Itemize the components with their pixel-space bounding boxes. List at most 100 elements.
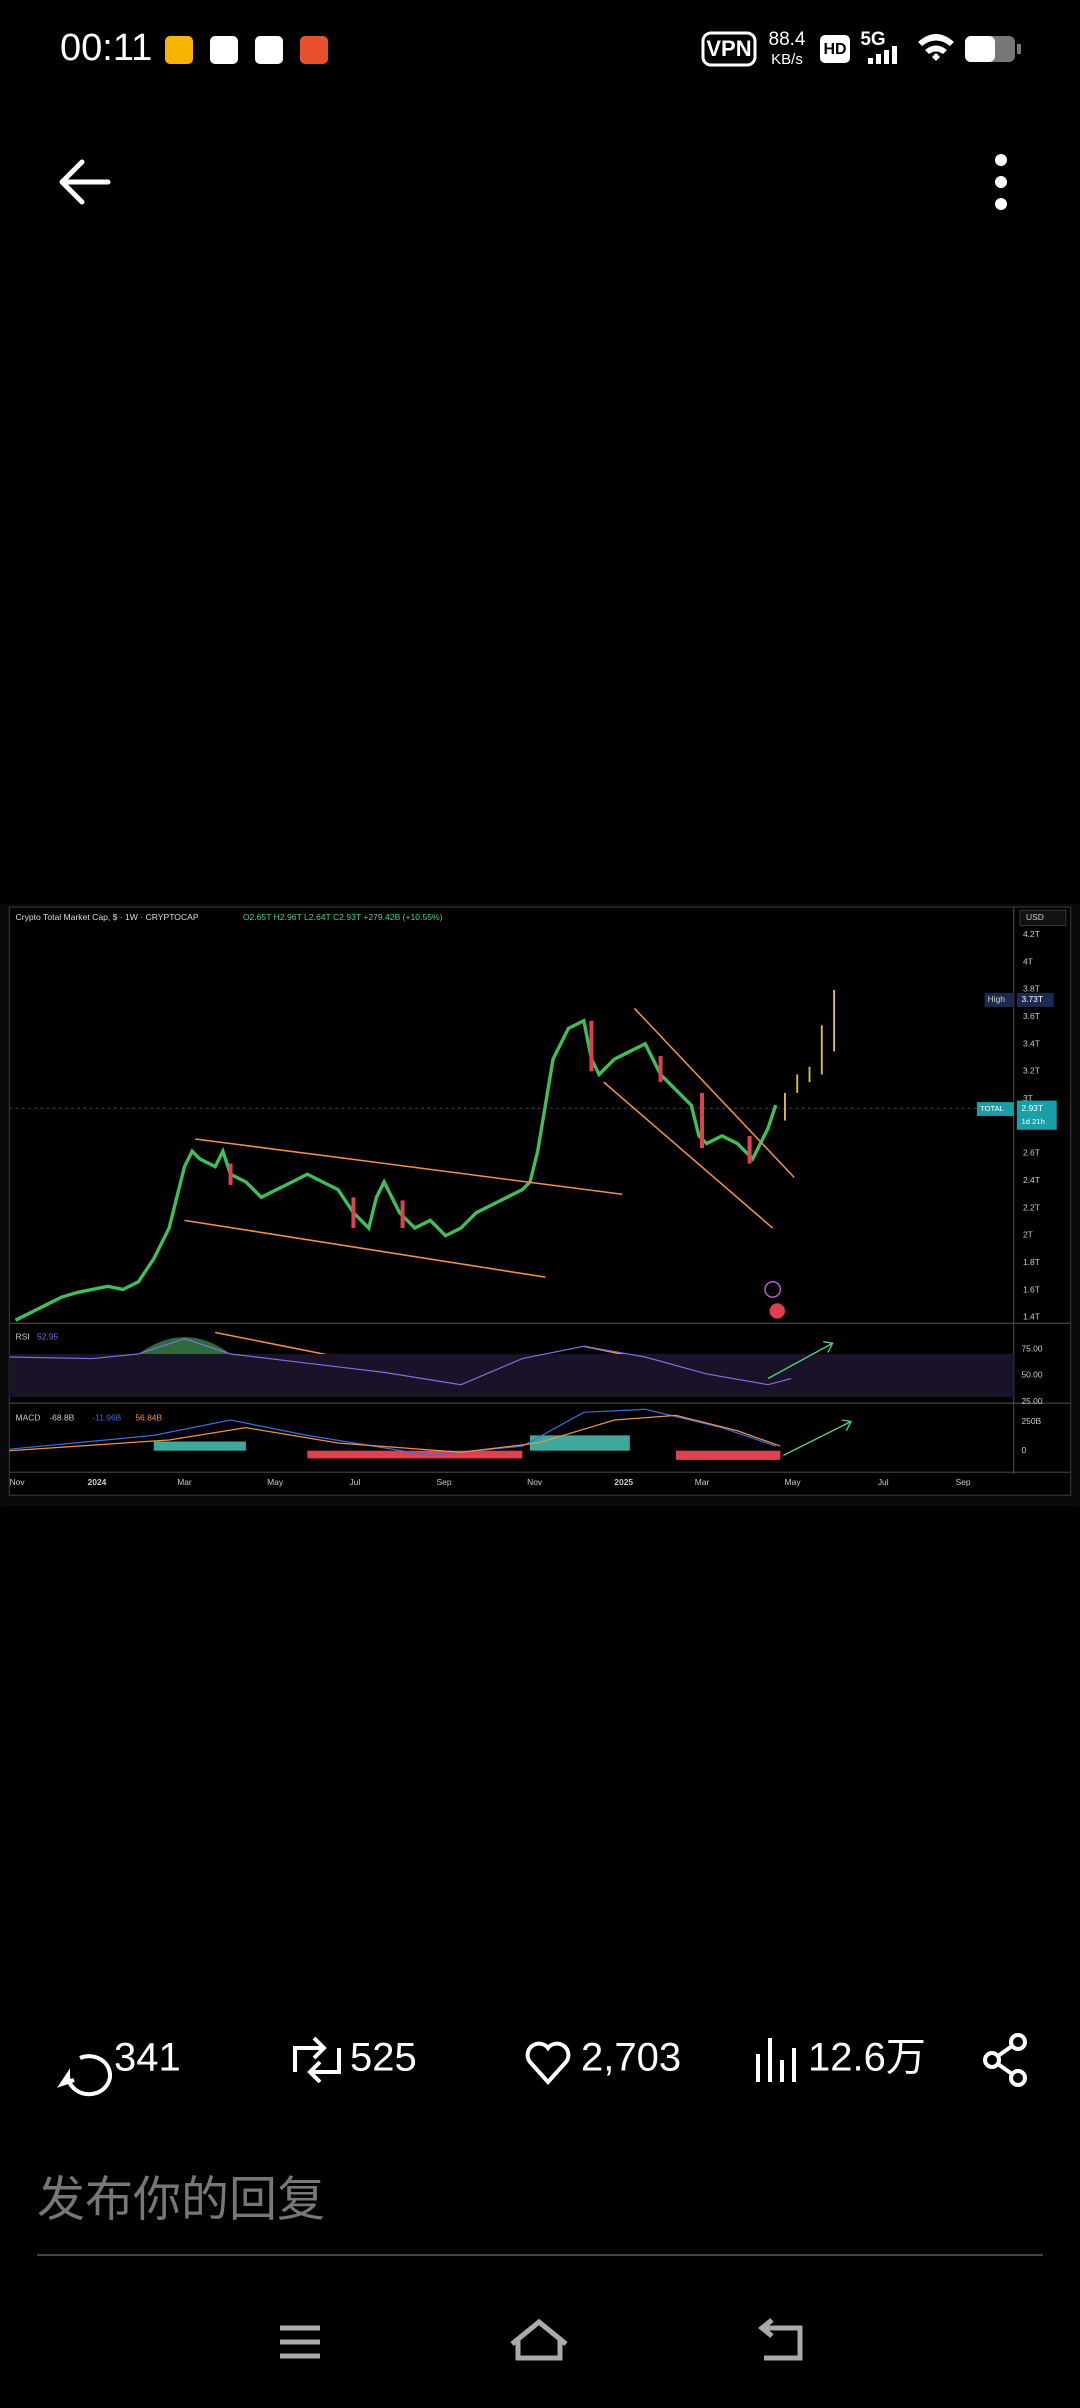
price-label: 3.4T [1023, 1038, 1040, 1048]
hd-badge [820, 35, 850, 63]
price-label: 3T [1023, 1093, 1033, 1103]
time-label: 2025 [614, 1477, 633, 1487]
rsi-scale: 25.00 [1021, 1396, 1042, 1406]
macd-value: 56.84B [135, 1413, 162, 1423]
rsi-scale: 50.00 [1021, 1370, 1042, 1380]
price-label: 4.2T [1023, 929, 1040, 939]
rsi-line [9, 1337, 792, 1386]
views-icon[interactable] [756, 2038, 796, 2082]
more-button[interactable] [995, 154, 1007, 210]
rsi-scale: 75.00 [1021, 1344, 1042, 1354]
time-label: May [267, 1477, 284, 1487]
rsi-label: RSI [16, 1331, 30, 1341]
up-arrow [783, 1419, 853, 1456]
time-label: Jul [878, 1477, 889, 1487]
macd-label: MACD [16, 1413, 41, 1423]
bottom-area: 341 525 2,703 12.6万 发布你的回复 [37, 2033, 1043, 2361]
clock: 00:11 [60, 27, 152, 69]
signal [868, 46, 897, 64]
app-icon [165, 36, 193, 64]
time-label: May [785, 1477, 802, 1487]
rsi-overbought [138, 1337, 231, 1354]
event-icon [764, 1281, 782, 1298]
rsi-value: 52.95 [37, 1331, 58, 1341]
countdown: 1d 21h [1021, 1117, 1044, 1126]
price-label: 4T [1023, 956, 1033, 966]
wifi [918, 34, 954, 61]
time-label: 2024 [88, 1477, 107, 1487]
high-label: High [988, 994, 1006, 1004]
macd-histogram [675, 1450, 781, 1460]
macd-scale: 250B [1021, 1416, 1041, 1426]
price-label: 2.2T [1023, 1202, 1040, 1212]
battery-level [965, 36, 995, 62]
macd-histogram [153, 1441, 246, 1451]
battery-tip [1017, 44, 1021, 54]
macd-scale: 0 [1021, 1445, 1026, 1455]
signal-line [9, 1414, 781, 1453]
price-label: 3.2T [1023, 1066, 1040, 1076]
macd-value: -11.96B [92, 1413, 121, 1423]
time-label: Sep [956, 1477, 971, 1487]
rsi-band [9, 1353, 1014, 1397]
vpn-badge [701, 31, 757, 67]
app-icon [300, 36, 328, 64]
nav-home[interactable] [510, 2318, 568, 2361]
post-image: Crypto Total Market Cap, $ · 1W · CRYPTO… [0, 904, 1080, 1506]
chart-title: Crypto Total Market Cap, $ · 1W · CRYPTO… [16, 912, 199, 922]
currency-box [1019, 909, 1067, 926]
app-icon [210, 36, 238, 64]
ohlc: O2.65T H2.96T L2.64T C2.93T +279.42B (+1… [243, 912, 443, 922]
total-label: TOTAL [980, 1104, 1004, 1113]
macd-histogram [530, 1435, 630, 1451]
price-label: 1.6T [1023, 1284, 1040, 1294]
high-value: 3.73T [1021, 994, 1043, 1004]
repost-icon[interactable] [293, 2036, 341, 2084]
time-labels: Nov 2024 Mar May Jul Sep Nov 2025 Mar May Jul Sep [10, 1477, 971, 1487]
price-label: 1.8T [1023, 1257, 1040, 1267]
currency: USD [1026, 912, 1044, 922]
high-value-tag [1016, 993, 1054, 1007]
event-icon [769, 1303, 785, 1319]
reply-icon[interactable] [57, 2054, 112, 2097]
total-value-tag [1016, 1100, 1057, 1130]
nav-back[interactable] [757, 2318, 803, 2361]
back-button[interactable] [59, 159, 111, 205]
macd-value: -68.8B [49, 1413, 74, 1423]
time-label: Sep [437, 1477, 452, 1487]
macd-histogram [307, 1450, 523, 1459]
like-icon[interactable] [525, 2041, 571, 2085]
reply-input[interactable]: 发布你的回复 [37, 2174, 325, 2227]
reply-count[interactable]: 341 [114, 2036, 181, 2080]
total-tag [976, 1102, 1014, 1116]
chart-frame [8, 906, 1072, 1496]
hd-text: HD [823, 41, 846, 58]
time-label: Mar [695, 1477, 710, 1487]
price-label: 3.6T [1023, 1011, 1040, 1021]
price-label: 2T [1023, 1230, 1033, 1240]
total-value: 2.93T [1021, 1103, 1043, 1113]
app-icon [255, 36, 283, 64]
vpn-text: VPN [706, 36, 751, 61]
price-label: 2.6T [1023, 1148, 1040, 1158]
bear-candles [228, 1020, 752, 1229]
high-tag [984, 993, 1014, 1007]
network-type: 5G [860, 29, 885, 50]
price-label: 3.8T [1023, 984, 1040, 994]
up-arrow [767, 1340, 834, 1380]
repost-count[interactable]: 525 [350, 2036, 417, 2080]
time-label: Nov [527, 1477, 543, 1487]
projection [784, 990, 836, 1121]
time-label: Mar [177, 1477, 192, 1487]
price-label: 1.4T [1023, 1312, 1040, 1322]
share-icon[interactable] [983, 2033, 1027, 2087]
net-speed: 88.4 [769, 29, 806, 50]
time-label: Jul [350, 1477, 361, 1487]
price-label: 2.4T [1023, 1175, 1040, 1185]
time-label: Nov [10, 1477, 26, 1487]
view-count[interactable]: 12.6万 [808, 2036, 926, 2080]
like-count[interactable]: 2,703 [581, 2036, 681, 2080]
nav-menu[interactable] [280, 2325, 320, 2359]
